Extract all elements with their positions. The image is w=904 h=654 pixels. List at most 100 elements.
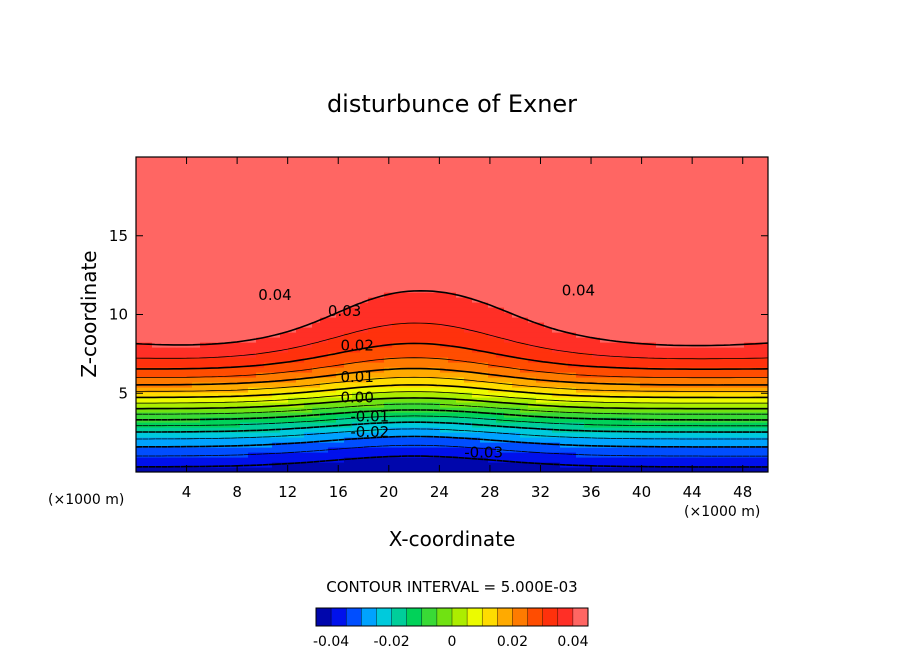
contour-cell <box>568 402 577 408</box>
contour-cell <box>272 167 281 173</box>
contour-cell <box>640 412 649 418</box>
contour-cell <box>456 232 465 238</box>
contour-cell <box>600 407 609 413</box>
contour-cell <box>440 242 449 248</box>
contour-cell <box>368 297 377 303</box>
contour-cell <box>544 377 553 383</box>
contour-cell <box>296 157 305 163</box>
contour-cell <box>608 427 617 433</box>
contour-cell <box>400 447 409 453</box>
contour-cell <box>264 327 273 333</box>
contour-cell <box>416 447 425 453</box>
contour-cell <box>160 267 169 273</box>
contour-cell <box>216 352 225 358</box>
contour-cell <box>312 182 321 188</box>
contour-cell <box>704 392 713 398</box>
contour-cell <box>496 277 505 283</box>
contour-cell <box>424 462 433 468</box>
contour-cell <box>488 332 497 338</box>
contour-cell <box>472 447 481 453</box>
contour-cell <box>512 332 521 338</box>
contour-cell <box>320 337 329 343</box>
contour-cell <box>136 332 145 338</box>
contour-cell <box>616 422 625 428</box>
contour-cell <box>448 197 457 203</box>
contour-cell <box>424 227 433 233</box>
contour-cell <box>304 332 313 338</box>
contour-cell <box>744 282 753 288</box>
contour-cell <box>440 447 449 453</box>
contour-cell <box>552 437 561 443</box>
contour-cell <box>560 182 569 188</box>
contour-cell <box>664 387 673 393</box>
contour-cell <box>288 302 297 308</box>
contour-cell <box>464 237 473 243</box>
contour-cell <box>184 452 193 458</box>
contour-cell <box>184 392 193 398</box>
contour-cell <box>704 467 713 472</box>
contour-cell <box>728 172 737 178</box>
contour-cell <box>464 392 473 398</box>
contour-cell <box>176 227 185 233</box>
contour-cell <box>400 267 409 273</box>
contour-cell <box>272 162 281 168</box>
contour-cell <box>192 242 201 248</box>
contour-cell <box>368 437 377 443</box>
contour-cell <box>568 347 577 353</box>
contour-cell <box>256 187 265 193</box>
contour-cell <box>264 232 273 238</box>
contour-cell <box>256 267 265 273</box>
contour-cell <box>472 192 481 198</box>
contour-cell <box>272 277 281 283</box>
contour-cell <box>424 287 433 293</box>
contour-cell <box>480 302 489 308</box>
contour-cell <box>720 347 729 353</box>
contour-cell <box>328 187 337 193</box>
contour-cell <box>376 252 385 258</box>
contour-cell <box>568 317 577 323</box>
contour-cell <box>688 262 697 268</box>
contour-cell <box>152 437 161 443</box>
contour-cell <box>416 412 425 418</box>
contour-cell <box>664 457 673 463</box>
contour-cell <box>528 247 537 253</box>
contour-cell <box>216 227 225 233</box>
contour-cell <box>480 387 489 393</box>
contour-cell <box>368 352 377 358</box>
contour-cell <box>384 282 393 288</box>
contour-cell <box>728 217 737 223</box>
contour-cell <box>280 257 289 263</box>
contour-cell <box>192 177 201 183</box>
contour-cell <box>384 387 393 393</box>
contour-cell <box>472 412 481 418</box>
contour-cell <box>168 292 177 298</box>
contour-cell <box>616 432 625 438</box>
contour-cell <box>432 167 441 173</box>
contour-cell <box>504 332 513 338</box>
contour-line <box>136 342 768 370</box>
contour-cell <box>248 382 257 388</box>
contour-cell <box>312 192 321 198</box>
contour-cell <box>144 327 153 333</box>
contour-cell <box>472 367 481 373</box>
contour-cell <box>624 412 633 418</box>
contour-cell <box>480 177 489 183</box>
contour-cell <box>608 432 617 438</box>
contour-cell <box>336 202 345 208</box>
contour-cell <box>536 242 545 248</box>
contour-cell <box>480 377 489 383</box>
contour-cell <box>488 202 497 208</box>
contour-cell <box>480 262 489 268</box>
contour-cell <box>576 432 585 438</box>
contour-cell <box>640 277 649 283</box>
contour-cell <box>304 227 313 233</box>
contour-cell <box>192 272 201 278</box>
contour-cell <box>416 372 425 378</box>
contour-cell <box>424 427 433 433</box>
contour-cell <box>584 432 593 438</box>
contour-cell <box>632 232 641 238</box>
contour-cell <box>496 452 505 458</box>
contour-cell <box>632 272 641 278</box>
contour-cell <box>400 282 409 288</box>
contour-cell <box>504 242 513 248</box>
